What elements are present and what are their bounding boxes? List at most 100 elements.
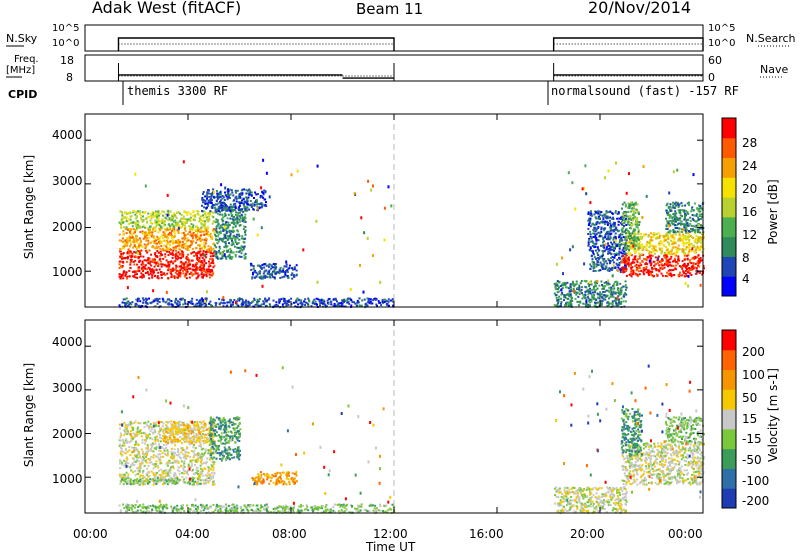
power-cell bbox=[205, 239, 208, 242]
power-cell bbox=[366, 297, 369, 300]
power-cell bbox=[616, 288, 619, 291]
power-cell bbox=[145, 259, 148, 262]
power-cell bbox=[634, 273, 637, 276]
power-cell bbox=[173, 275, 176, 278]
power-cell bbox=[170, 273, 173, 276]
power-cell bbox=[210, 247, 212, 249]
power-cell bbox=[607, 211, 610, 214]
power-cell bbox=[177, 223, 180, 226]
power-cell bbox=[226, 245, 229, 248]
power-cell bbox=[184, 229, 187, 232]
power-cell bbox=[631, 266, 634, 269]
power-cell bbox=[239, 202, 241, 205]
power-cell bbox=[147, 260, 150, 263]
power-cell bbox=[188, 245, 191, 248]
power-cell bbox=[171, 214, 173, 217]
power-cell bbox=[187, 239, 190, 242]
power-cell bbox=[602, 240, 605, 243]
power-cell bbox=[599, 234, 601, 237]
power-cell bbox=[618, 293, 621, 296]
power-cell bbox=[135, 225, 138, 228]
power-cell bbox=[256, 193, 259, 195]
power-cell bbox=[132, 221, 135, 224]
velocity-cell bbox=[119, 475, 122, 478]
power-cell bbox=[210, 269, 213, 271]
power-cell bbox=[201, 299, 204, 302]
power-cell bbox=[222, 296, 225, 300]
power-cell bbox=[607, 236, 610, 239]
power-cell bbox=[253, 271, 256, 274]
power-cell bbox=[681, 209, 684, 212]
power-cell bbox=[161, 297, 164, 300]
power-cell bbox=[557, 288, 560, 291]
power-cell bbox=[262, 272, 265, 275]
power-cell bbox=[227, 235, 230, 238]
power-cell bbox=[671, 234, 674, 237]
power-cell bbox=[200, 260, 203, 262]
power-cell bbox=[147, 273, 150, 276]
velocity-cell bbox=[190, 464, 193, 467]
power-cell bbox=[621, 218, 624, 221]
power-cell bbox=[692, 173, 695, 177]
power-cell bbox=[357, 301, 360, 304]
power-cell bbox=[126, 237, 129, 239]
power-cell bbox=[130, 215, 133, 218]
velocity-cell bbox=[211, 460, 214, 463]
velocity-cell bbox=[162, 483, 164, 486]
power-cell bbox=[642, 268, 645, 271]
power-cell bbox=[160, 253, 163, 256]
power-cell bbox=[172, 224, 175, 227]
power-cell bbox=[614, 210, 617, 213]
power-cell bbox=[197, 267, 200, 270]
power-cell bbox=[206, 270, 209, 273]
power-cell bbox=[149, 225, 152, 228]
power-cell bbox=[144, 184, 147, 188]
power-cell bbox=[234, 221, 237, 224]
power-cell bbox=[184, 273, 187, 276]
power-cell bbox=[226, 217, 229, 220]
power-cell bbox=[323, 303, 326, 306]
power-cell bbox=[148, 277, 151, 280]
power-cell bbox=[222, 223, 225, 226]
power-cell bbox=[555, 262, 558, 266]
power-cell bbox=[287, 277, 290, 279]
power-cell bbox=[224, 191, 226, 194]
power-cell bbox=[626, 253, 629, 256]
power-cell bbox=[624, 300, 627, 303]
power-cell bbox=[236, 216, 239, 219]
power-cell bbox=[595, 288, 598, 291]
power-cell bbox=[261, 191, 264, 194]
power-cell bbox=[666, 241, 669, 244]
power-cell bbox=[682, 242, 685, 245]
power-cell bbox=[686, 254, 689, 257]
power-cell bbox=[600, 293, 603, 296]
power-cell bbox=[613, 249, 615, 252]
power-cell bbox=[119, 265, 122, 268]
power-cell bbox=[688, 249, 691, 251]
power-cell bbox=[153, 265, 156, 268]
power-cell bbox=[139, 244, 142, 247]
power-cell bbox=[172, 246, 175, 249]
power-cell bbox=[386, 304, 389, 307]
power-cell bbox=[597, 226, 600, 228]
power-cell bbox=[603, 223, 606, 226]
power-cell bbox=[579, 282, 582, 285]
power-cell bbox=[603, 287, 605, 290]
power-cell bbox=[125, 220, 128, 223]
freq-right-tick-top: 60 bbox=[708, 54, 722, 67]
power-cell bbox=[204, 305, 207, 308]
power-cell bbox=[258, 203, 261, 206]
power-cell bbox=[224, 212, 227, 215]
power-cell bbox=[676, 251, 679, 254]
power-cell bbox=[207, 204, 210, 207]
power-cell bbox=[606, 304, 609, 307]
power-cell bbox=[194, 263, 197, 266]
power-cell bbox=[142, 237, 145, 240]
power-cell bbox=[674, 207, 677, 210]
power-cell bbox=[118, 263, 121, 266]
power-cell bbox=[677, 274, 680, 277]
power-cell bbox=[604, 267, 606, 270]
power-cell bbox=[222, 196, 225, 199]
power-cell bbox=[142, 215, 144, 218]
power-cell bbox=[603, 244, 605, 247]
